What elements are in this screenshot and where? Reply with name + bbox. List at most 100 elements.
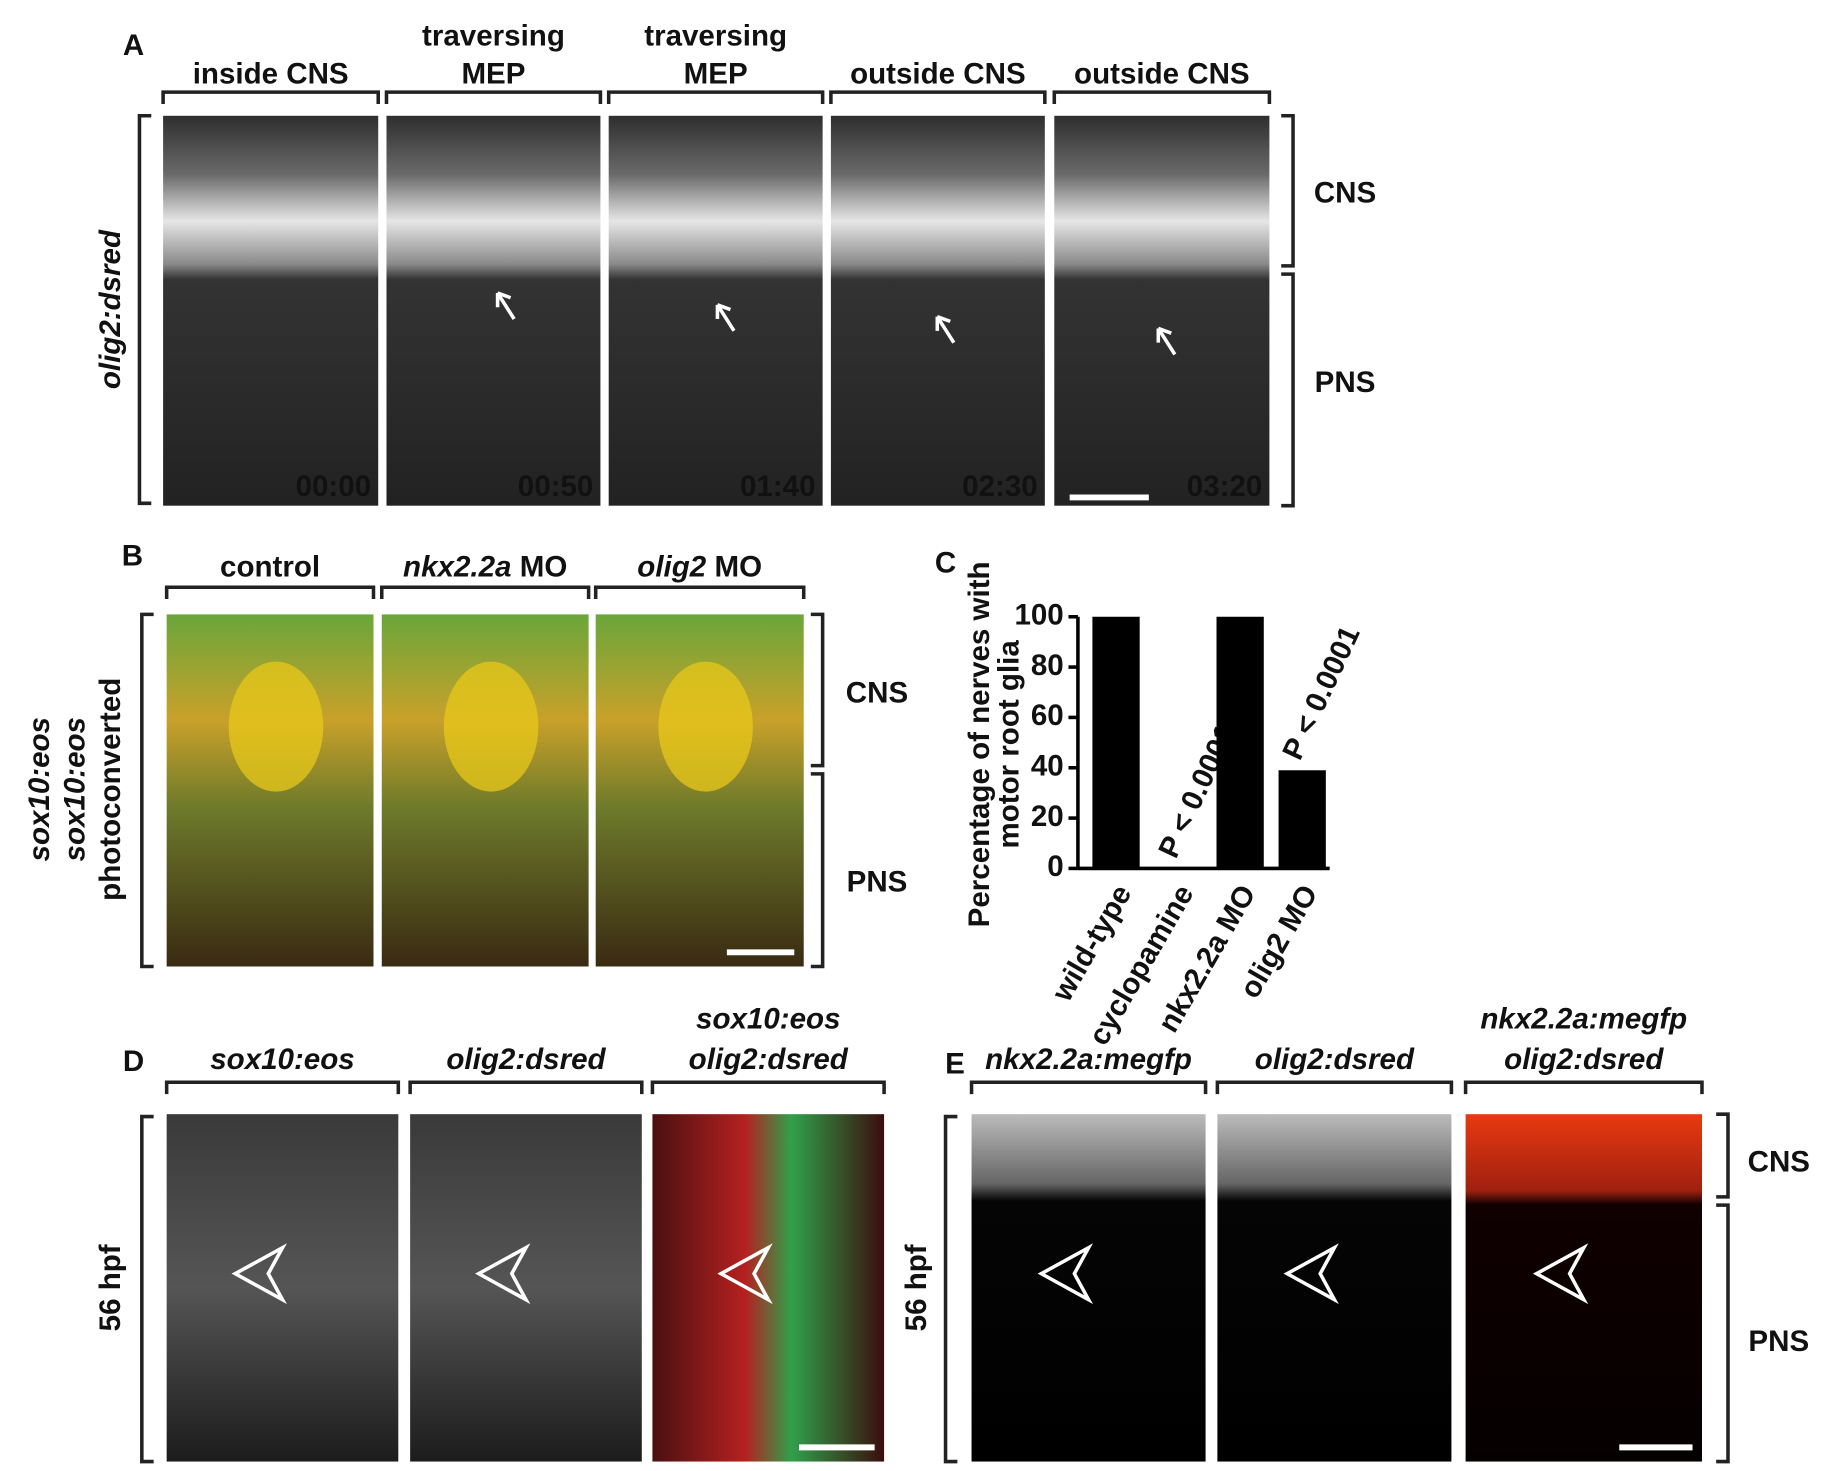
arrow xyxy=(495,291,516,320)
panel-label: D xyxy=(123,1045,144,1078)
region-label: CNS xyxy=(846,677,908,710)
arrowhead xyxy=(231,1243,287,1305)
arrow xyxy=(935,314,956,344)
side-label: 56 hpf xyxy=(94,1244,127,1331)
y-tick-label: 80 xyxy=(1031,649,1064,682)
bracket xyxy=(593,585,806,600)
bracket xyxy=(943,1114,958,1464)
panel-label: B xyxy=(122,539,143,572)
side-label: sox10:eos xyxy=(23,717,56,861)
region-label: PNS xyxy=(1315,366,1376,399)
column-label: outside CNS xyxy=(1074,57,1250,90)
micrograph xyxy=(971,1114,1206,1462)
column-label: MEP xyxy=(684,57,748,90)
panel-label: E xyxy=(945,1048,965,1081)
region-label: CNS xyxy=(1748,1146,1810,1179)
region-label: PNS xyxy=(1748,1325,1809,1358)
arrow xyxy=(715,303,736,332)
cell xyxy=(443,661,539,792)
column-label: nkx2.2a:megfp xyxy=(1480,1003,1687,1036)
column-label: MEP xyxy=(461,57,525,90)
column-label: sox10:eos xyxy=(696,1003,840,1036)
column-label: sox10:eos xyxy=(210,1043,354,1076)
side-label: olig2:dsred xyxy=(94,229,127,389)
region-label: CNS xyxy=(1314,177,1376,210)
micrograph xyxy=(652,1114,885,1462)
cell xyxy=(228,661,324,792)
bracket xyxy=(379,585,591,600)
timestamp: 03:20 xyxy=(1187,470,1263,503)
bracket xyxy=(161,90,380,104)
bracket xyxy=(606,90,825,104)
bracket xyxy=(1281,114,1295,268)
timestamp: 01:40 xyxy=(740,470,816,503)
micrograph xyxy=(1465,1114,1702,1462)
label-part: olig2 xyxy=(637,550,706,583)
side-label: 56 hpf xyxy=(900,1244,933,1331)
bracket xyxy=(1281,272,1295,508)
column-label: olig2:dsred xyxy=(446,1043,606,1076)
bracket xyxy=(384,90,603,104)
arrowhead xyxy=(1037,1243,1094,1305)
label-part: nkx2.2a xyxy=(403,550,511,583)
y-tick-label: 60 xyxy=(1031,699,1064,732)
bracket xyxy=(137,114,152,506)
timestamp: 00:00 xyxy=(296,470,372,503)
column-label: traversing xyxy=(422,20,565,53)
micrograph xyxy=(410,1114,642,1462)
y-axis-label: motor root glia xyxy=(992,640,1025,849)
column-label: olig2:dsred xyxy=(1504,1043,1664,1076)
arrowhead xyxy=(475,1243,531,1305)
bracket xyxy=(1052,90,1272,104)
bracket xyxy=(1463,1080,1704,1095)
micrograph xyxy=(166,1114,399,1462)
micrograph xyxy=(1217,1114,1452,1462)
y-tick-label: 0 xyxy=(1047,850,1063,883)
y-tick-label: 20 xyxy=(1031,800,1064,833)
arrowhead xyxy=(717,1243,773,1305)
micrograph xyxy=(1054,115,1270,506)
bracket xyxy=(140,612,154,969)
bracket xyxy=(164,1080,401,1095)
arrow xyxy=(1156,326,1177,356)
arrowhead xyxy=(1283,1243,1339,1305)
panel-label: A xyxy=(123,29,144,62)
bar xyxy=(1092,616,1140,869)
micrographs xyxy=(163,115,1702,1462)
arrowhead xyxy=(1532,1243,1589,1305)
side-label: sox10:eos xyxy=(59,717,92,861)
column-label: traversing xyxy=(644,20,787,53)
y-tick-label: 40 xyxy=(1031,750,1064,783)
label-part: control xyxy=(220,550,320,583)
column-label: outside CNS xyxy=(850,57,1026,90)
bracket xyxy=(140,1114,154,1464)
bar xyxy=(1278,770,1326,869)
annotation: P < 0.0001 xyxy=(1276,621,1366,765)
bracket xyxy=(969,1080,1208,1095)
bracket xyxy=(164,585,376,600)
column-label: inside CNS xyxy=(193,57,349,90)
cell xyxy=(658,661,753,792)
bracket xyxy=(1716,1112,1730,1199)
bracket xyxy=(650,1080,886,1095)
side-label: photoconverted xyxy=(94,678,127,901)
bracket xyxy=(810,772,825,969)
panel-label: C xyxy=(935,547,956,580)
micrograph xyxy=(386,115,601,506)
y-axis-label: Percentage of nerves with xyxy=(963,561,996,927)
micrograph xyxy=(830,115,1045,506)
column-label: olig2:dsred xyxy=(689,1043,849,1076)
label-part: MO xyxy=(715,550,763,583)
column-label: control xyxy=(220,550,320,583)
label-part: MO xyxy=(520,550,568,583)
bracket xyxy=(408,1080,644,1095)
region-label: PNS xyxy=(847,866,908,899)
bracket xyxy=(810,612,825,768)
timestamp: 00:50 xyxy=(518,470,594,503)
y-tick-label: 100 xyxy=(1014,599,1063,632)
column-label: nkx2.2a MO xyxy=(403,550,567,583)
bracket xyxy=(1716,1203,1730,1464)
micrograph xyxy=(163,115,379,506)
bar xyxy=(1216,616,1264,869)
